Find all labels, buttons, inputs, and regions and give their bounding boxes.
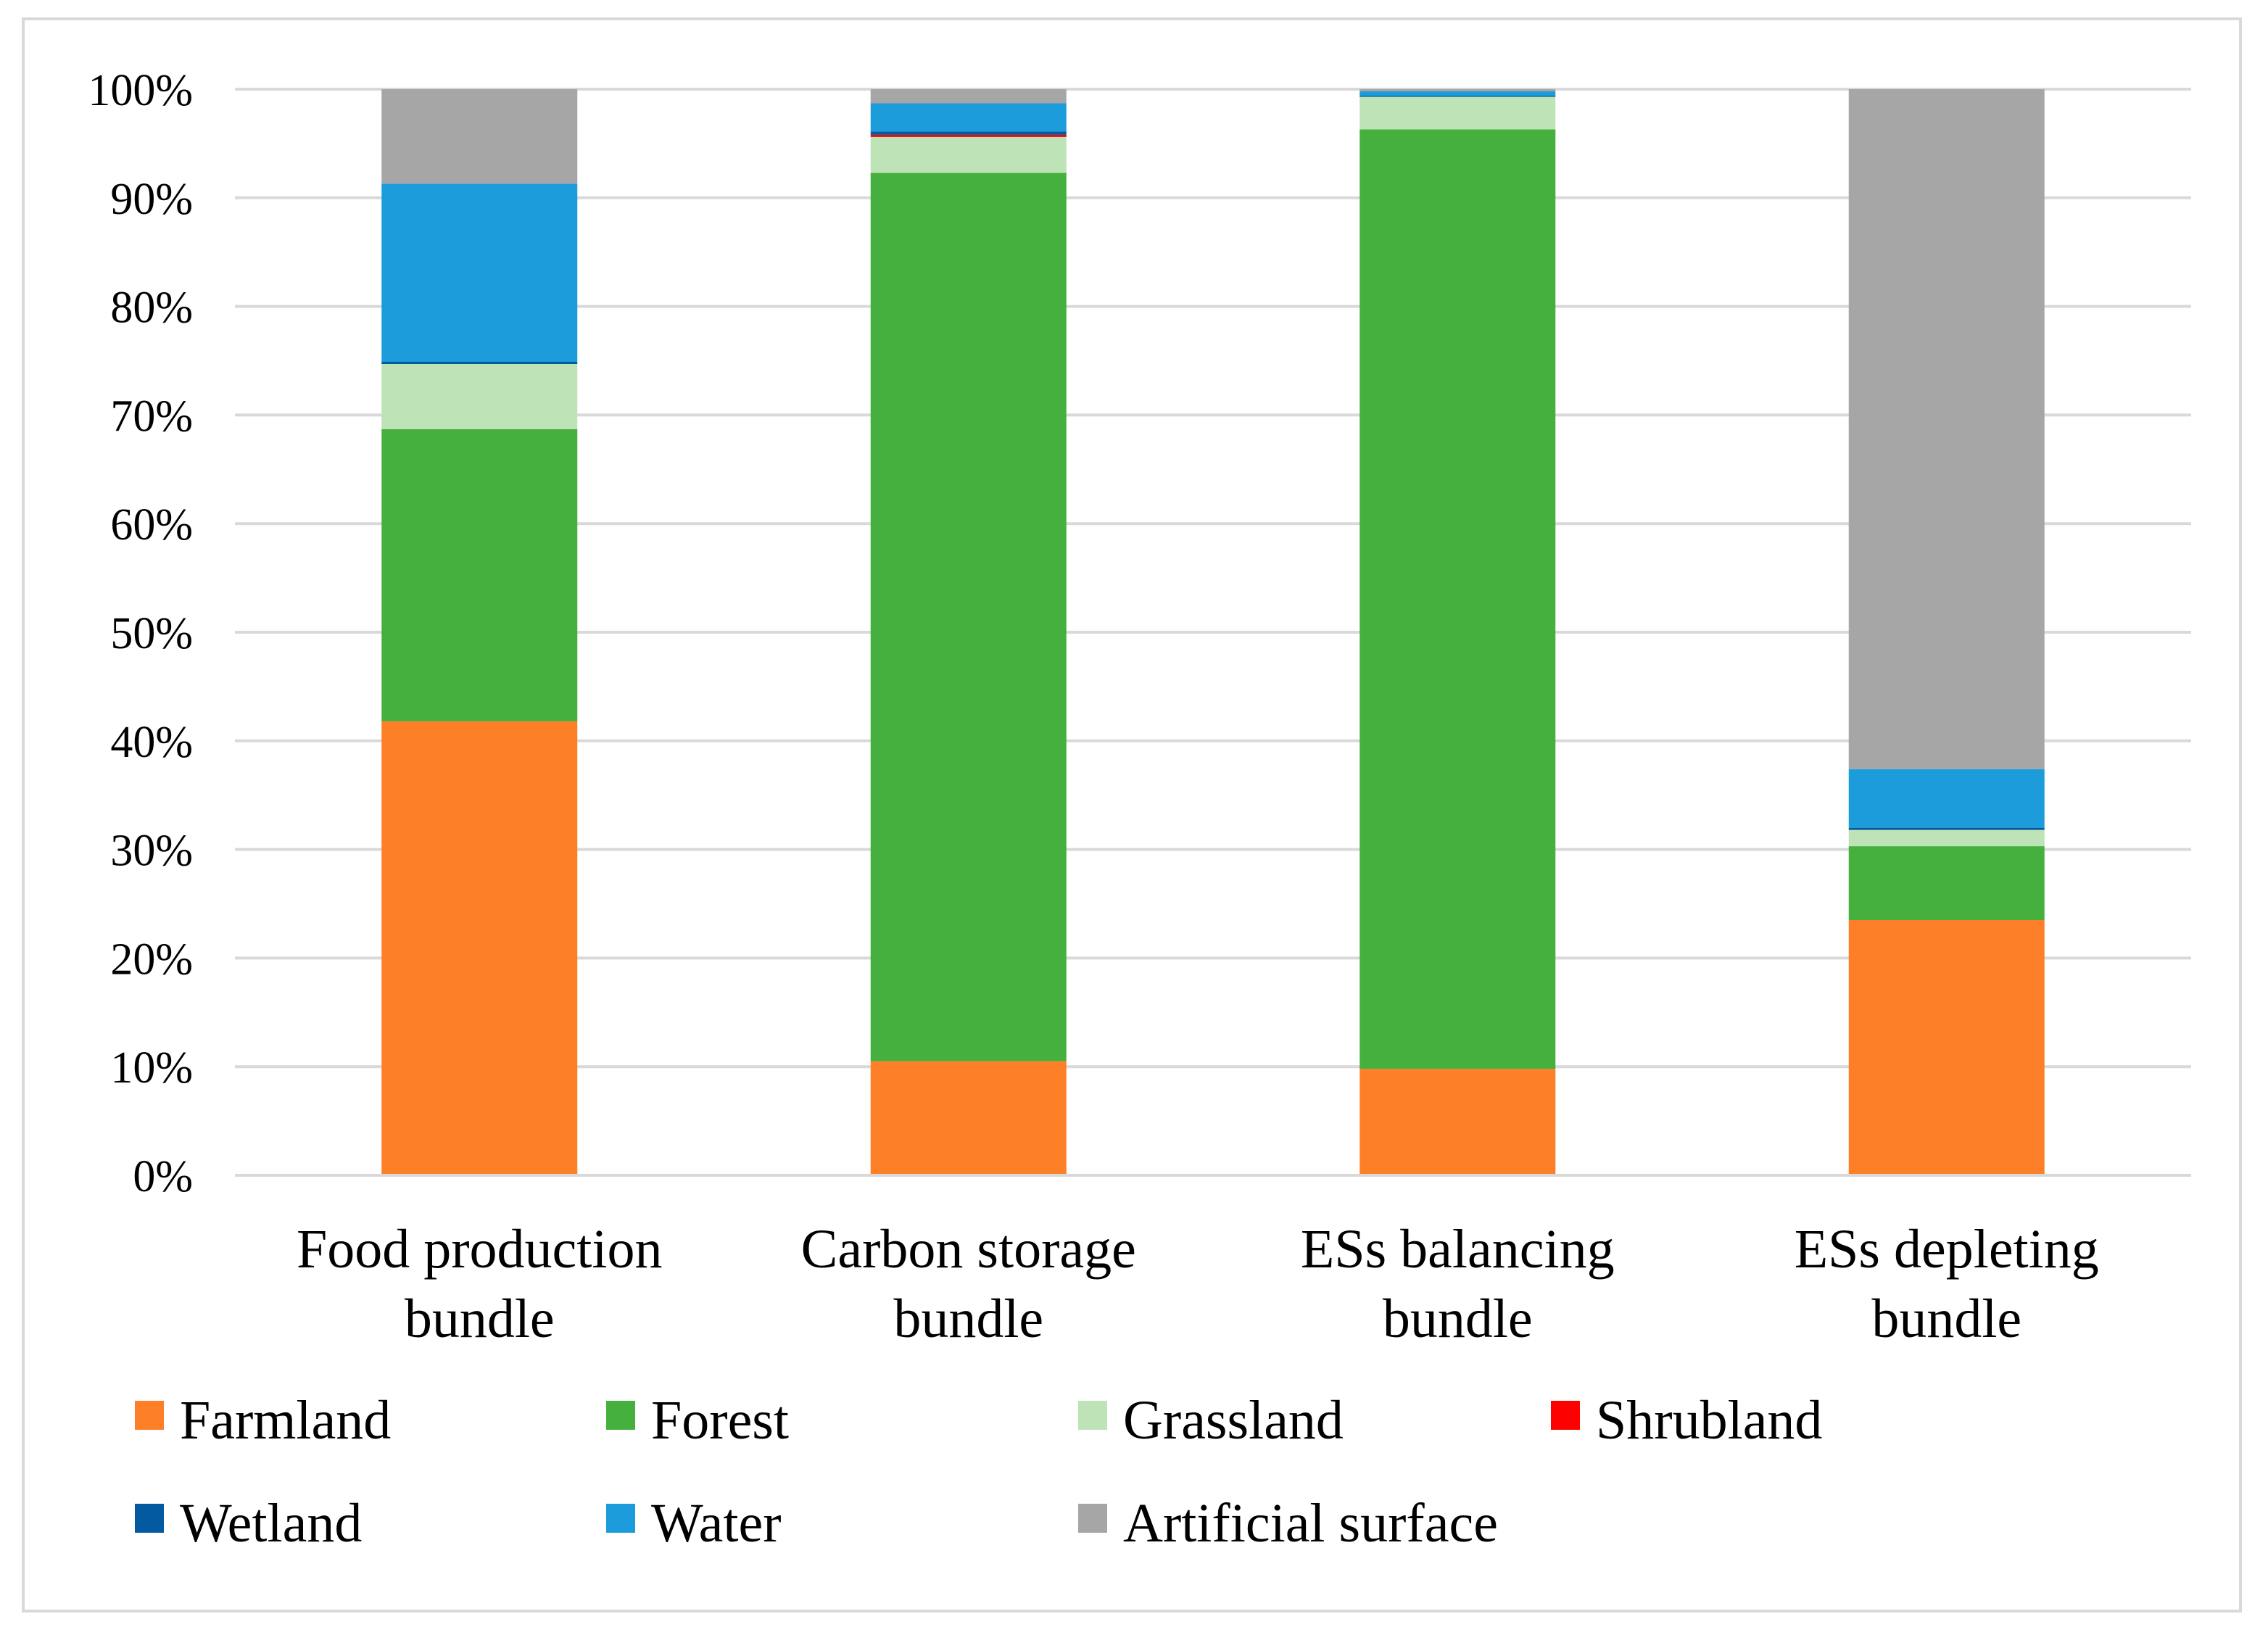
category-label: Carbon storage bundle <box>801 1219 1136 1349</box>
bar-segment <box>1848 919 2045 1175</box>
category-label: ESs depleting bundle <box>1795 1219 2099 1349</box>
y-tick-label: 40% <box>110 718 193 767</box>
y-tick-label: 80% <box>110 283 193 333</box>
bar-segment <box>1848 846 2045 920</box>
bar-segment <box>1359 129 1556 1069</box>
bar-segment <box>1359 91 1556 96</box>
stacked-bar-chart: 0% 10% 20% 30% 40% 50% 60% 70% 80% 90% 100% Food p… <box>88 66 2191 1554</box>
y-tick-label: 100% <box>88 66 193 115</box>
legend-swatch <box>135 1401 164 1430</box>
legend-label: Grassland <box>1123 1390 1344 1451</box>
legend-swatch <box>135 1504 164 1533</box>
category-label-line: bundle <box>893 1288 1043 1349</box>
category-label-line: bundle <box>405 1288 555 1349</box>
y-tick-label: 0% <box>133 1152 193 1201</box>
y-tick-label: 60% <box>110 500 193 550</box>
bar-segment <box>381 429 578 721</box>
category-label-line: ESs depleting <box>1795 1219 2099 1280</box>
bar-segment <box>870 103 1067 132</box>
legend-swatch <box>1078 1401 1107 1430</box>
legend-swatch <box>1078 1504 1107 1533</box>
legend-label: Shrubland <box>1596 1390 1822 1451</box>
y-tick-label: 30% <box>110 827 193 876</box>
y-tick-label: 50% <box>110 609 193 658</box>
legend-label: Water <box>651 1493 782 1554</box>
y-tick-label: 20% <box>110 935 193 984</box>
category-label-line: bundle <box>1871 1288 2021 1349</box>
y-axis-tick-labels: 0% 10% 20% 30% 40% 50% 60% 70% 80% 90% 100% <box>88 66 193 1201</box>
bar-segment <box>381 89 578 184</box>
category-labels: Food production bundle Carbon storage bundl… <box>297 1219 2099 1349</box>
bar-segment <box>381 721 578 1175</box>
category-label-line: Carbon storage <box>801 1219 1136 1280</box>
legend-label: Forest <box>651 1390 789 1451</box>
legend: Farmland Forest Grassland Shrubland Wetland W… <box>135 1390 1822 1554</box>
bar-segment <box>1848 829 2045 847</box>
bar-segment <box>870 134 1067 137</box>
category-label: Food production bundle <box>297 1219 663 1349</box>
category-label: ESs balancing bundle <box>1301 1219 1615 1349</box>
category-label-line: Food production <box>297 1219 663 1280</box>
bar-segment <box>381 183 578 362</box>
bar-segment <box>1848 89 2045 769</box>
legend-swatch <box>1551 1401 1580 1430</box>
category-label-line: ESs balancing <box>1301 1219 1615 1280</box>
bar-segment <box>1848 769 2045 828</box>
chart-frame: 0% 10% 20% 30% 40% 50% 60% 70% 80% 90% 100% Food p… <box>22 17 2242 1612</box>
legend-label: Wetland <box>180 1493 362 1554</box>
bar-segment <box>870 1061 1067 1175</box>
y-tick-label: 10% <box>110 1043 193 1093</box>
y-tick-label: 70% <box>110 392 193 441</box>
legend-swatch <box>606 1504 635 1533</box>
bar-segment <box>381 361 578 364</box>
bar-segment <box>1359 96 1556 130</box>
bar-segment <box>381 363 578 429</box>
bar-segments <box>381 89 2045 1175</box>
bar-segment <box>870 173 1067 1061</box>
bar-segment <box>870 131 1067 135</box>
bar-segment <box>870 89 1067 104</box>
legend-swatch <box>606 1401 635 1430</box>
legend-label: Artificial surface <box>1123 1493 1498 1554</box>
bar-segment <box>1848 827 2045 830</box>
bar-segment <box>1359 1069 1556 1175</box>
bar-segment <box>1359 89 1556 91</box>
y-tick-label: 90% <box>110 175 193 224</box>
bar-segment <box>870 136 1067 173</box>
category-label-line: bundle <box>1383 1288 1533 1349</box>
legend-label: Farmland <box>180 1390 391 1451</box>
